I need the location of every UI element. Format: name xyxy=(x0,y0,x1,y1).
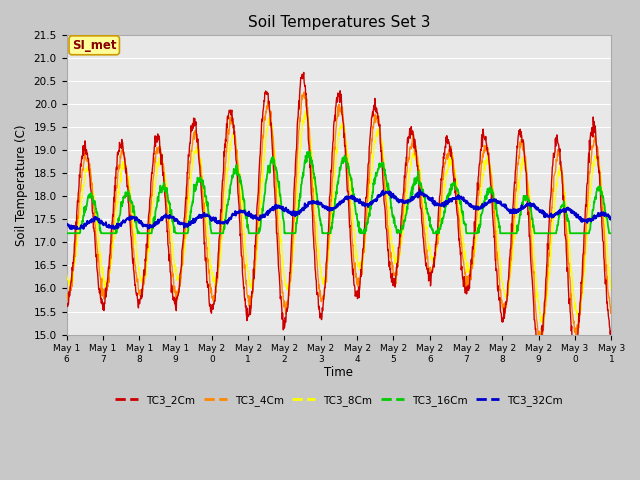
X-axis label: Time: Time xyxy=(324,366,353,379)
Title: Soil Temperatures Set 3: Soil Temperatures Set 3 xyxy=(248,15,430,30)
Y-axis label: Soil Temperature (C): Soil Temperature (C) xyxy=(15,124,28,246)
Legend: TC3_2Cm, TC3_4Cm, TC3_8Cm, TC3_16Cm, TC3_32Cm: TC3_2Cm, TC3_4Cm, TC3_8Cm, TC3_16Cm, TC3… xyxy=(111,391,567,410)
Text: SI_met: SI_met xyxy=(72,39,116,52)
